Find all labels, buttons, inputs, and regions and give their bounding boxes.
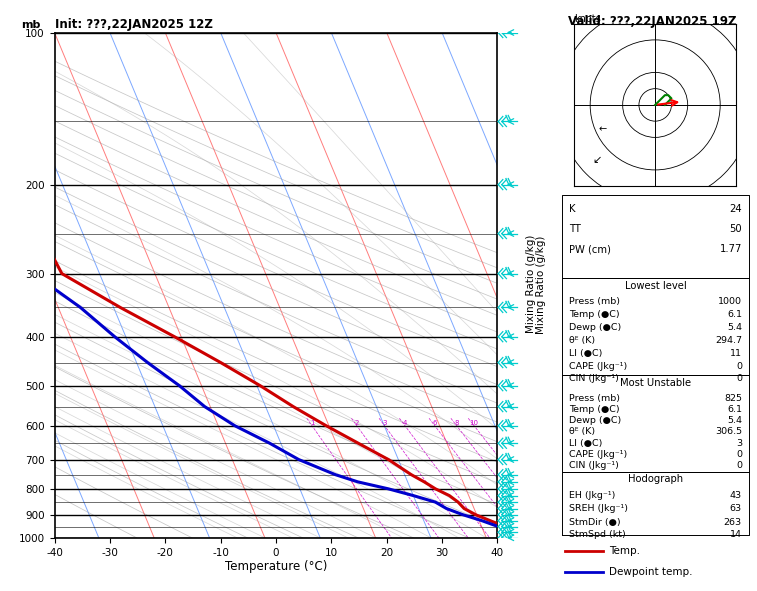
Text: 263: 263 bbox=[724, 518, 742, 527]
Text: 3: 3 bbox=[382, 420, 387, 426]
Text: SREH (Jkg⁻¹): SREH (Jkg⁻¹) bbox=[569, 504, 628, 513]
Text: 0: 0 bbox=[736, 375, 742, 384]
Text: 1000: 1000 bbox=[718, 297, 742, 306]
Text: θᴱ (K): θᴱ (K) bbox=[569, 427, 595, 437]
Text: 43: 43 bbox=[730, 491, 742, 499]
Text: 4: 4 bbox=[403, 420, 407, 426]
Text: TT: TT bbox=[569, 224, 581, 234]
Text: 3: 3 bbox=[736, 439, 742, 448]
Text: 5.4: 5.4 bbox=[727, 416, 742, 426]
Text: 10: 10 bbox=[469, 420, 478, 426]
Text: Mixing Ratio (g/kg): Mixing Ratio (g/kg) bbox=[536, 236, 547, 335]
Text: 14: 14 bbox=[730, 530, 742, 539]
Text: 0: 0 bbox=[736, 450, 742, 459]
Text: Init: ???,22JAN2025 12Z: Init: ???,22JAN2025 12Z bbox=[55, 18, 213, 31]
Text: CAPE (Jkg⁻¹): CAPE (Jkg⁻¹) bbox=[569, 450, 628, 459]
Text: Dewp (●C): Dewp (●C) bbox=[569, 323, 621, 332]
Text: 2: 2 bbox=[354, 420, 359, 426]
Text: θᴱ (K): θᴱ (K) bbox=[569, 336, 595, 345]
Text: Press (mb): Press (mb) bbox=[569, 297, 620, 306]
Text: Dewp (●C): Dewp (●C) bbox=[569, 416, 621, 426]
Text: EH (Jkg⁻¹): EH (Jkg⁻¹) bbox=[569, 491, 615, 499]
Text: LI (●C): LI (●C) bbox=[569, 349, 603, 358]
Text: knots: knots bbox=[574, 14, 600, 24]
Text: 825: 825 bbox=[724, 394, 742, 403]
Text: Hodograph: Hodograph bbox=[628, 475, 683, 485]
Text: K: K bbox=[569, 203, 576, 213]
Text: 63: 63 bbox=[730, 504, 742, 513]
Text: CIN (Jkg⁻¹): CIN (Jkg⁻¹) bbox=[569, 375, 619, 384]
Text: Temp.: Temp. bbox=[609, 546, 640, 556]
Text: PW (cm): PW (cm) bbox=[569, 244, 611, 254]
Text: 1: 1 bbox=[310, 420, 314, 426]
Text: 0: 0 bbox=[736, 362, 742, 371]
Text: 1.77: 1.77 bbox=[720, 244, 742, 254]
Text: 5.4: 5.4 bbox=[727, 323, 742, 332]
Text: 6.1: 6.1 bbox=[727, 405, 742, 414]
Text: Dewpoint temp.: Dewpoint temp. bbox=[609, 567, 692, 577]
Text: $\leftarrow$: $\leftarrow$ bbox=[597, 123, 608, 133]
Text: Temp (●C): Temp (●C) bbox=[569, 310, 620, 319]
Text: 6.1: 6.1 bbox=[727, 310, 742, 319]
Text: StmDir (●): StmDir (●) bbox=[569, 518, 621, 527]
Text: StmSpd (kt): StmSpd (kt) bbox=[569, 530, 626, 539]
Text: CIN (Jkg⁻¹): CIN (Jkg⁻¹) bbox=[569, 461, 619, 470]
Text: Temp (●C): Temp (●C) bbox=[569, 405, 620, 414]
Text: 24: 24 bbox=[729, 203, 742, 213]
Text: 294.7: 294.7 bbox=[715, 336, 742, 345]
Text: Valid: ???,22JAN2025 19Z: Valid: ???,22JAN2025 19Z bbox=[568, 15, 737, 28]
Text: 11: 11 bbox=[730, 349, 742, 358]
Text: CAPE (Jkg⁻¹): CAPE (Jkg⁻¹) bbox=[569, 362, 628, 371]
Text: 8: 8 bbox=[454, 420, 459, 426]
Text: Mixing Ratio (g/kg): Mixing Ratio (g/kg) bbox=[526, 235, 537, 333]
Text: 6: 6 bbox=[432, 420, 437, 426]
Text: 0: 0 bbox=[736, 461, 742, 470]
Text: Press (mb): Press (mb) bbox=[569, 394, 620, 403]
Text: 50: 50 bbox=[729, 224, 742, 234]
Text: mb: mb bbox=[21, 20, 41, 30]
Text: 306.5: 306.5 bbox=[715, 427, 742, 437]
Text: Most Unstable: Most Unstable bbox=[620, 378, 691, 388]
Text: $\swarrow$: $\swarrow$ bbox=[590, 155, 602, 165]
Text: LI (●C): LI (●C) bbox=[569, 439, 603, 448]
X-axis label: Temperature (°C): Temperature (°C) bbox=[225, 560, 327, 573]
Text: Lowest level: Lowest level bbox=[625, 281, 687, 291]
